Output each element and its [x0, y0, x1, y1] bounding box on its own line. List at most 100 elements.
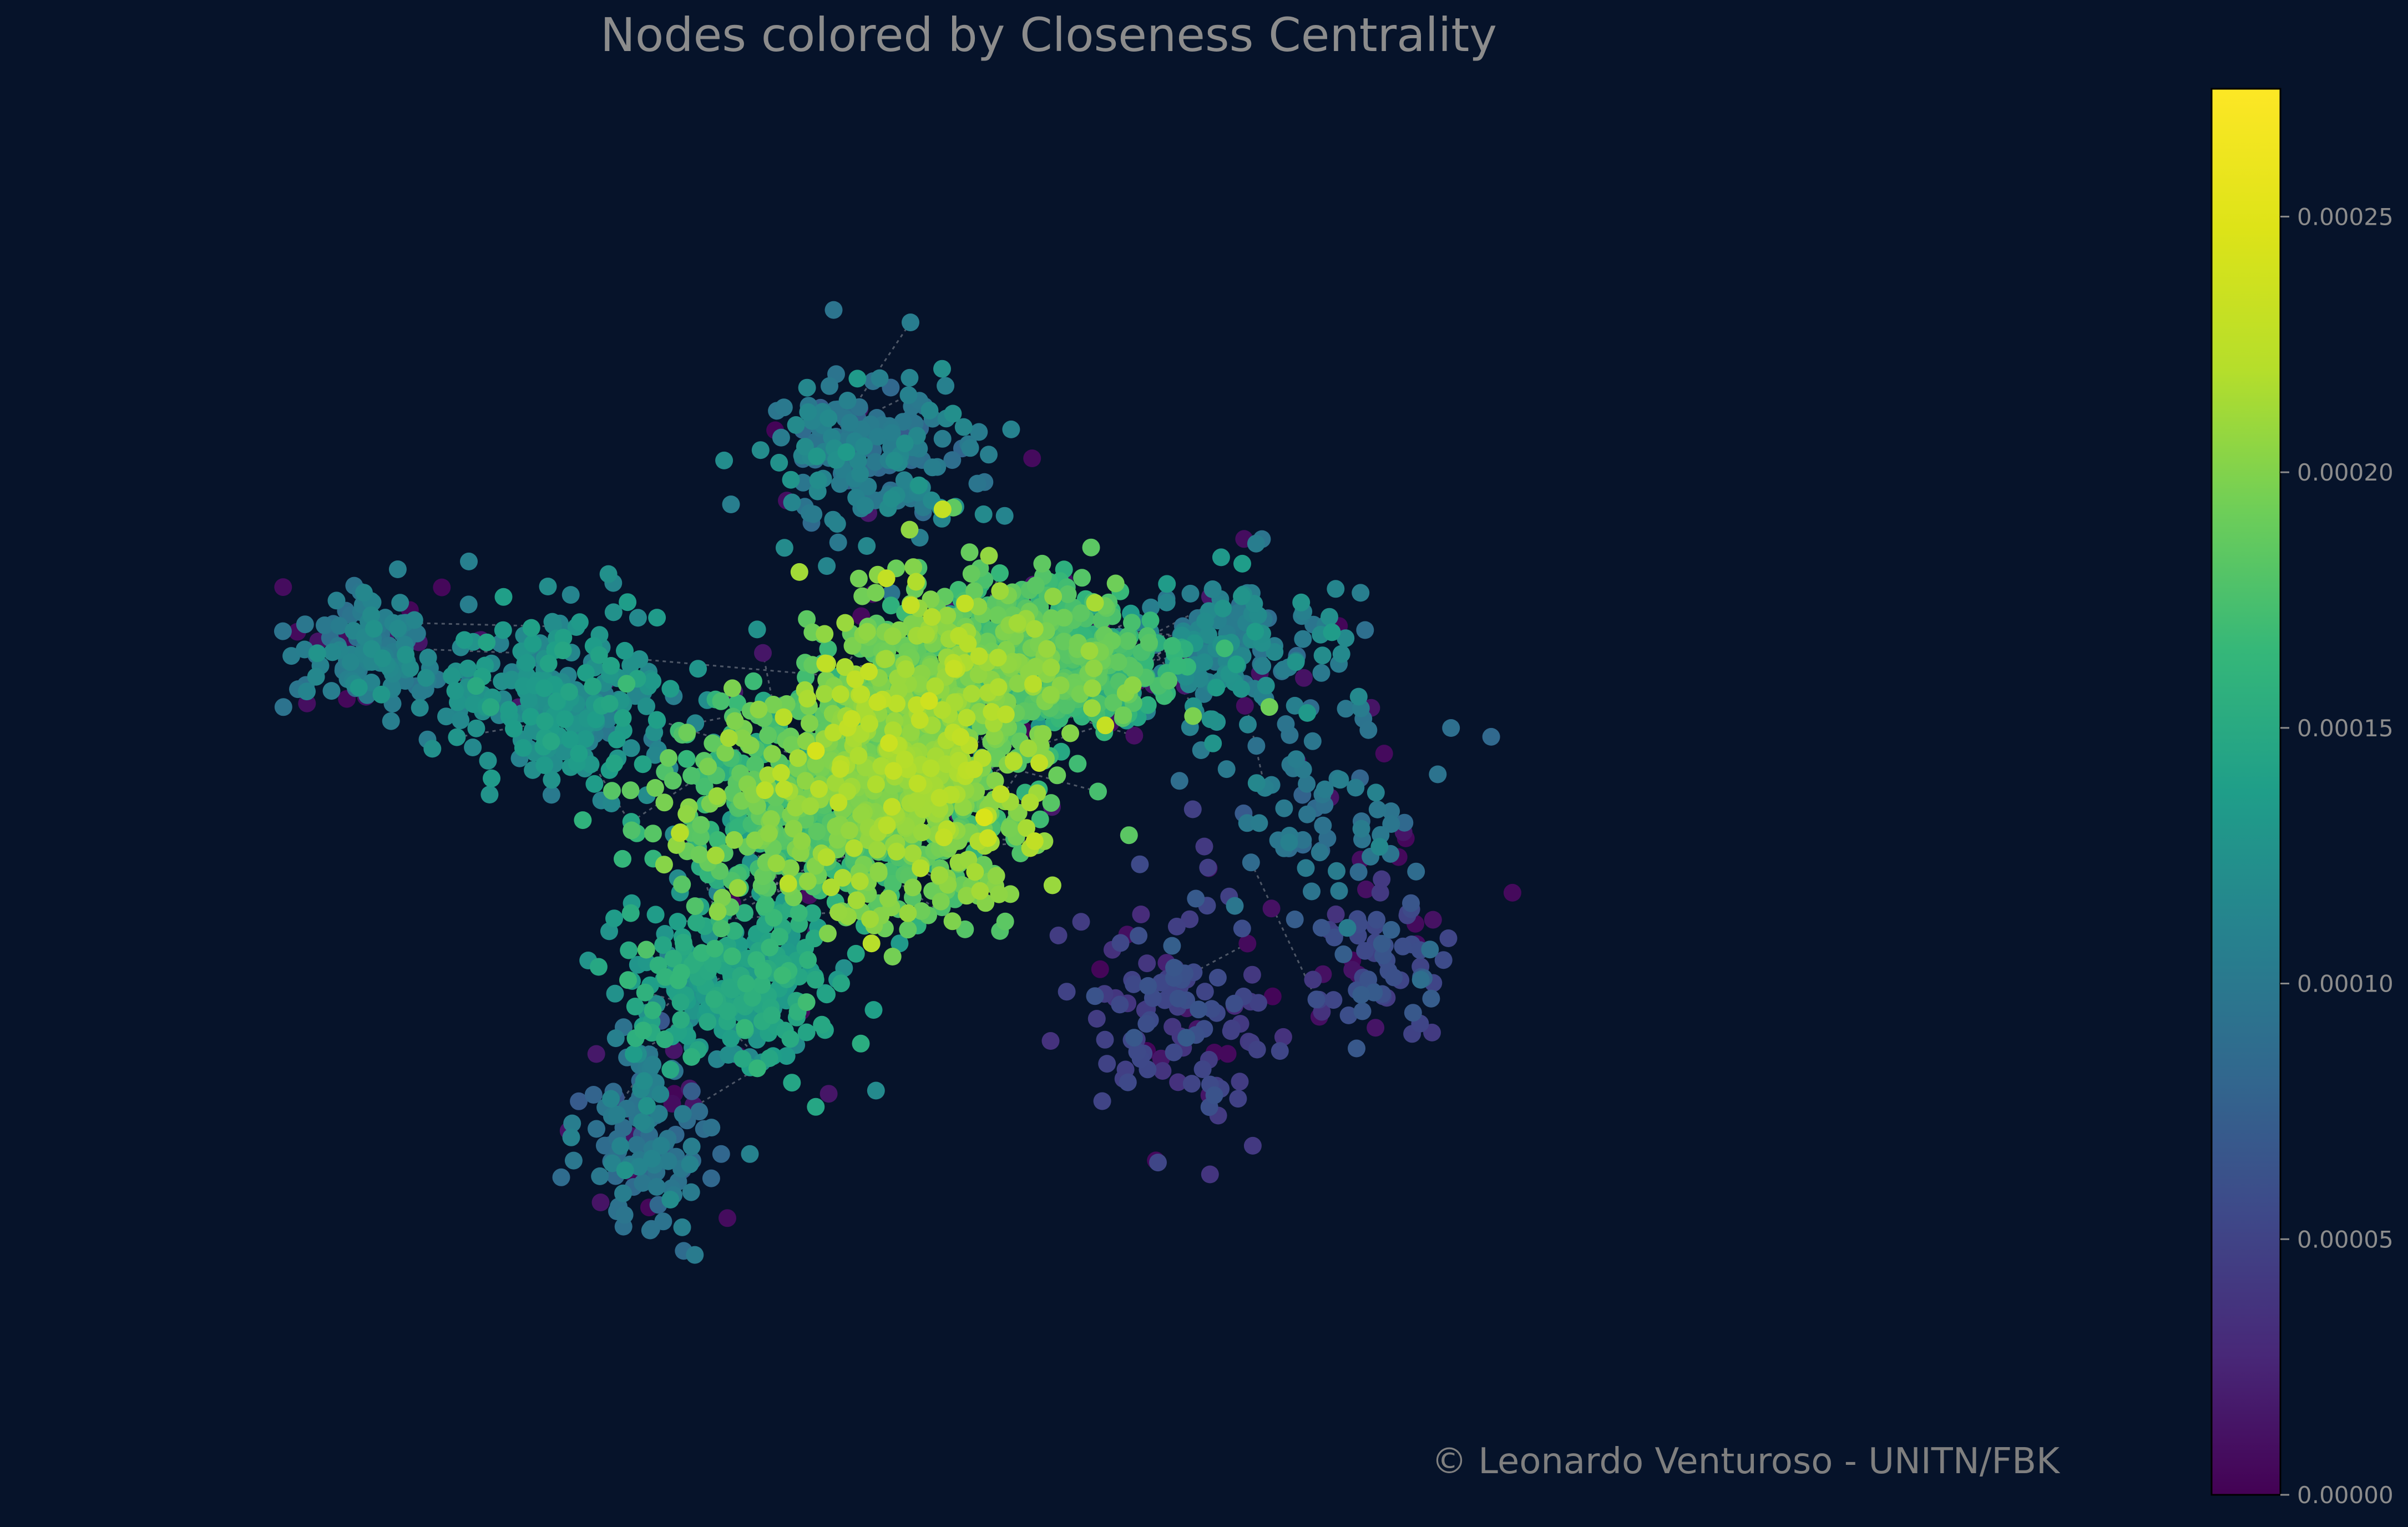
network-node — [952, 728, 970, 746]
network-node — [647, 711, 666, 729]
network-node — [852, 1034, 870, 1053]
network-node — [775, 398, 793, 417]
network-node — [554, 629, 573, 647]
network-node — [907, 573, 925, 591]
network-node — [1412, 970, 1430, 989]
network-node — [1208, 969, 1227, 987]
network-node — [760, 1049, 778, 1068]
network-node — [777, 1047, 796, 1065]
network-node — [298, 682, 316, 701]
network-node — [910, 711, 929, 729]
network-node — [1238, 934, 1257, 953]
network-node — [1114, 706, 1132, 725]
network-node — [855, 437, 873, 456]
network-node — [1000, 820, 1019, 838]
network-node — [397, 646, 415, 664]
network-node — [754, 962, 772, 980]
network-node — [704, 955, 722, 973]
network-node — [1225, 994, 1243, 1013]
network-node — [643, 1150, 661, 1168]
network-node — [923, 458, 942, 477]
network-node — [1182, 1075, 1201, 1093]
network-node — [846, 670, 864, 689]
network-node — [1061, 724, 1079, 742]
network-node — [1429, 765, 1447, 783]
network-node — [868, 841, 887, 859]
network-node — [561, 586, 580, 604]
network-node — [677, 750, 696, 768]
network-node — [883, 627, 902, 645]
network-node — [1274, 1028, 1292, 1046]
network-node — [535, 679, 553, 697]
network-node — [1106, 574, 1125, 593]
network-node — [1227, 655, 1246, 674]
network-node — [542, 786, 560, 804]
network-node — [1338, 919, 1357, 937]
network-node — [605, 909, 623, 928]
network-node — [1160, 671, 1178, 690]
network-node — [798, 872, 817, 891]
network-node — [821, 377, 838, 395]
network-node — [1132, 906, 1150, 923]
network-node — [561, 730, 579, 749]
network-node — [933, 701, 952, 719]
network-node — [274, 622, 292, 640]
network-node — [737, 974, 755, 993]
network-node — [1167, 917, 1186, 936]
network-node — [1312, 919, 1331, 937]
network-node — [971, 882, 989, 900]
network-node — [1266, 643, 1284, 661]
network-node — [1316, 780, 1334, 798]
network-node — [660, 749, 677, 767]
network-node — [1157, 593, 1176, 611]
network-node — [745, 672, 762, 690]
network-node — [1142, 598, 1160, 616]
network-node — [709, 903, 727, 921]
network-node — [483, 769, 500, 787]
network-node — [448, 728, 466, 746]
network-node — [591, 1167, 609, 1185]
network-node — [1339, 1006, 1358, 1024]
network-node — [979, 829, 997, 847]
network-node — [591, 1194, 610, 1211]
network-node — [480, 786, 499, 803]
network-node — [996, 912, 1014, 931]
network-node — [1120, 826, 1138, 845]
network-node — [1083, 699, 1101, 717]
network-node — [852, 685, 871, 704]
network-node — [801, 797, 819, 815]
network-node — [871, 369, 889, 387]
network-node — [524, 634, 542, 653]
network-node — [1202, 1000, 1221, 1018]
network-node — [389, 620, 407, 638]
network-node — [652, 1136, 670, 1155]
network-node — [922, 759, 940, 777]
network-node — [1169, 1073, 1187, 1091]
network-node — [1311, 843, 1329, 862]
network-node — [1323, 623, 1341, 641]
network-node — [618, 675, 636, 693]
network-node — [1246, 623, 1264, 641]
network-node — [1275, 799, 1293, 817]
network-node — [633, 1113, 651, 1131]
network-node — [437, 707, 455, 726]
network-node — [682, 1082, 701, 1100]
network-node — [1043, 876, 1061, 894]
network-node — [1041, 1032, 1060, 1050]
network-node — [1243, 965, 1261, 984]
network-node — [419, 649, 437, 667]
network-node — [655, 793, 674, 812]
network-node — [296, 615, 314, 634]
network-node — [1395, 813, 1414, 832]
network-node — [1216, 639, 1234, 658]
network-node — [1321, 608, 1338, 626]
network-node — [682, 1048, 701, 1066]
network-node — [1231, 1073, 1249, 1091]
network-node — [686, 1246, 704, 1264]
network-node — [576, 730, 595, 748]
network-node — [587, 1045, 605, 1063]
network-node — [722, 1029, 740, 1048]
network-node — [720, 729, 738, 747]
network-node — [1233, 554, 1251, 573]
